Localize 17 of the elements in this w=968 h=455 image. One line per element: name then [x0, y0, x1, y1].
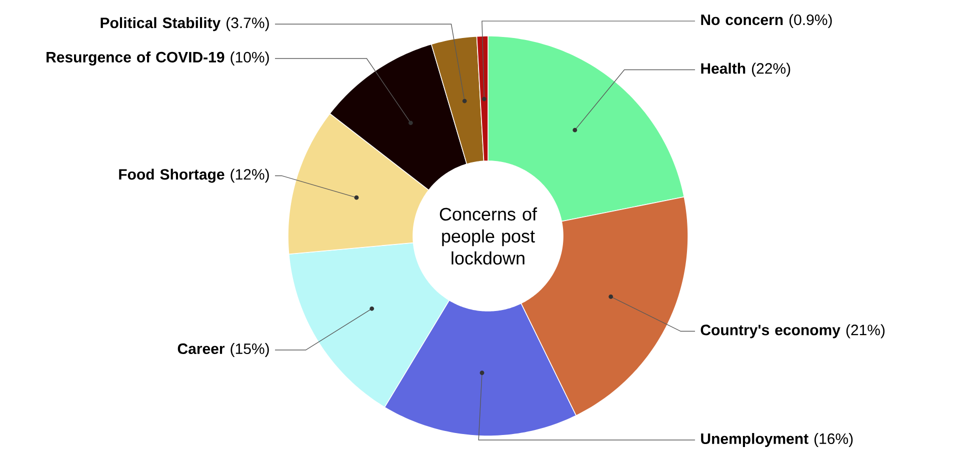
data-label: (22%): [752, 62, 790, 77]
slice-label: Health: [701, 62, 746, 74]
text: Concerns of people post lockdown: [440, 207, 538, 265]
slice-label: Food Shortage: [119, 168, 224, 183]
slice-label: Political Stability: [100, 17, 221, 32]
slice-label: Country's economy: [700, 324, 840, 338]
data-label: (0.9%): [789, 14, 832, 28]
data-label: (12%): [230, 168, 269, 183]
data-label: (21%): [846, 324, 885, 338]
slice-label: Resurgence of COVID-19: [46, 51, 224, 66]
data-label: (15%): [230, 343, 269, 358]
data-label: (16%): [814, 433, 853, 447]
slice-label: Unemployment: [701, 433, 808, 447]
slice-label: No concern: [701, 14, 783, 26]
data-label: (10%): [230, 51, 269, 66]
data-label: (3.7%): [226, 17, 269, 32]
slice-label: Career: [178, 343, 225, 354]
